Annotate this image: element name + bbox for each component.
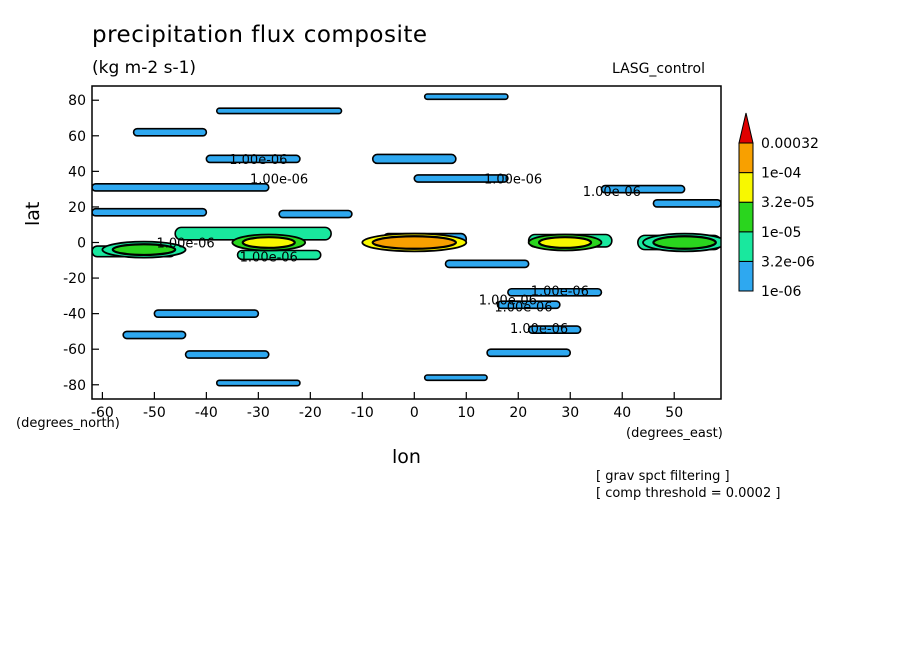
colorbar-box-4 — [738, 142, 754, 174]
contour-core-31 — [652, 235, 717, 250]
contour-label-3: 1.00e-06 — [583, 185, 641, 200]
y-tick-label-4: 0 — [77, 236, 86, 252]
y-axis-unit: (degrees_north) — [16, 416, 120, 431]
contour-label-6: 1.00e-06 — [531, 285, 589, 300]
x-tick-label-9: 30 — [561, 405, 579, 421]
colorbar-label-1: 3.2e-06 — [761, 254, 815, 270]
contour-region-20 — [527, 325, 582, 334]
colorbar-box-0 — [738, 260, 754, 292]
x-tick-label-1: -50 — [143, 405, 166, 421]
x-tick-label-6: 0 — [410, 405, 419, 421]
filter-note: [ grav spct filtering ] — [596, 469, 730, 484]
contour-region-6 — [413, 174, 509, 183]
x-tick-label-4: -20 — [299, 405, 322, 421]
colorbar-label-3: 3.2e-05 — [761, 195, 815, 211]
contour-core-30 — [537, 236, 593, 249]
x-tick-label-7: 10 — [457, 405, 475, 421]
contour-region-22 — [122, 330, 187, 340]
contour-label-2: 1.00e-06 — [484, 172, 542, 187]
chart-units: (kg m-2 s-1) — [92, 58, 197, 78]
x-tick-label-3: -30 — [247, 405, 270, 421]
colorbar-label-5: 0.00032 — [761, 136, 819, 152]
y-tick-label-1: 60 — [68, 129, 86, 145]
x-axis-unit: (degrees_east) — [626, 426, 723, 441]
x-tick-label-8: 20 — [509, 405, 527, 421]
colorbar-label-4: 1e-04 — [761, 166, 801, 182]
contour-label-1: 1.00e-06 — [250, 172, 308, 187]
colorbar-box-2 — [738, 201, 754, 233]
contour-region-21 — [153, 309, 260, 318]
contour-region-23 — [184, 350, 270, 359]
contour-region-0 — [92, 183, 270, 192]
contour-label-8: 1.00e-06 — [494, 301, 552, 316]
contour-region-4 — [423, 93, 509, 101]
x-tick-label-10: 40 — [613, 405, 631, 421]
model-label: LASG_control — [612, 61, 705, 77]
threshold-note: [ comp threshold = 0.0002 ] — [596, 486, 781, 501]
contour-label-7: 1.00e-06 — [479, 293, 537, 308]
contour-region-7 — [600, 184, 686, 194]
contour-region-3 — [215, 107, 343, 115]
colorbar-max-triangle — [738, 112, 754, 144]
x-tick-label-11: 50 — [665, 405, 683, 421]
contour-core-29 — [371, 235, 457, 250]
y-tick-label-0: 80 — [68, 93, 86, 109]
contour-core-27 — [111, 243, 177, 257]
colorbar-box-3 — [738, 172, 754, 203]
y-tick-label-7: -60 — [63, 342, 86, 358]
colorbar-label-2: 1e-05 — [761, 225, 801, 241]
contour-label-0: 1.00e-06 — [229, 153, 287, 168]
contour-label-5: 1.00e-06 — [240, 251, 298, 266]
y-tick-label-2: 40 — [68, 164, 86, 180]
contour-label-9: 1.00e-06 — [510, 322, 568, 337]
x-tick-label-0: -60 — [91, 405, 114, 421]
chart-title: precipitation flux composite — [92, 22, 428, 48]
contour-region-5 — [371, 153, 457, 165]
contour-region-25 — [215, 379, 301, 387]
contour-region-1 — [205, 154, 301, 164]
contour-region-10 — [278, 209, 353, 219]
contour-region-15 — [444, 259, 530, 269]
colorbar-box-1 — [738, 231, 754, 262]
contour-region-9 — [92, 207, 208, 217]
contour-region-24 — [486, 348, 572, 358]
contour-core-28 — [241, 236, 296, 249]
y-tick-label-8: -80 — [63, 378, 86, 394]
contour-region-2 — [132, 127, 208, 137]
y-tick-label-3: 20 — [68, 200, 86, 216]
y-tick-label-5: -20 — [63, 271, 86, 287]
contour-region-18 — [507, 287, 603, 297]
y-tick-label-6: -40 — [63, 307, 86, 323]
contour-label-4: 1.00e-06 — [156, 237, 214, 252]
contour-region-26 — [423, 374, 488, 382]
x-tick-label-2: -40 — [195, 405, 218, 421]
x-tick-label-5: -10 — [351, 405, 374, 421]
contour-region-19 — [496, 300, 561, 310]
contour-region-8 — [652, 199, 721, 208]
x-axis-label: lon — [392, 446, 421, 468]
colorbar-label-0: 1e-06 — [761, 284, 801, 300]
